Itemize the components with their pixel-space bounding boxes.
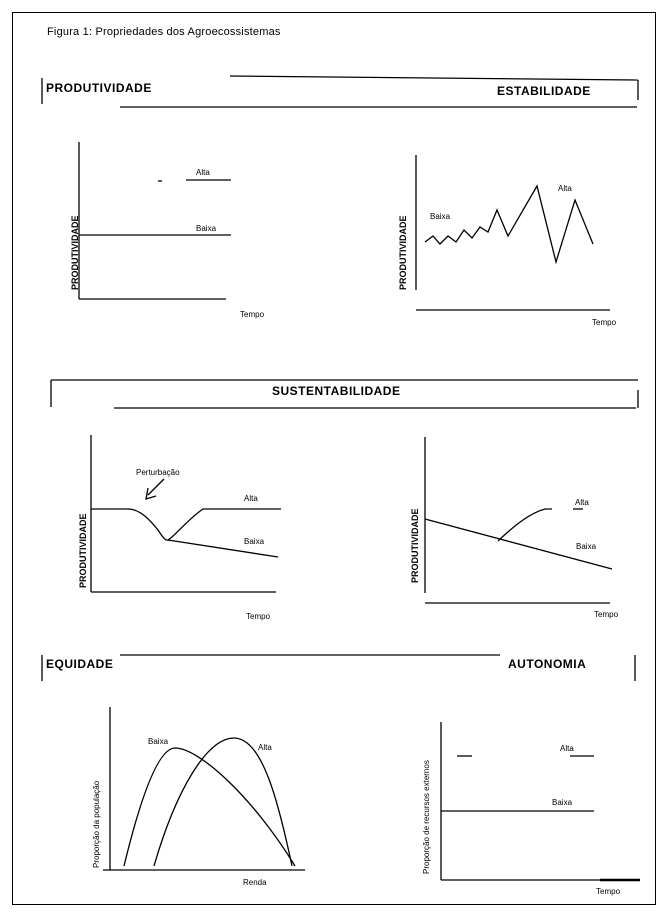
panel-sustentabilidade-perturbacao-graph xyxy=(90,435,281,593)
p3-alta-label: Alta xyxy=(244,494,258,503)
section-produtividade: PRODUTIVIDADE xyxy=(46,81,152,95)
p1-baixa-label: Baixa xyxy=(196,224,217,233)
p1-alta-label: Alta xyxy=(196,168,210,177)
p2-ylabel: PRODUTIVIDADE xyxy=(398,215,408,290)
p4-xlabel: Tempo xyxy=(594,610,619,619)
p2-baixa-label: Baixa xyxy=(430,212,451,221)
p6-baixa-label: Baixa xyxy=(552,798,573,807)
p4-baixa-label: Baixa xyxy=(576,542,597,551)
section-sustentabilidade: SUSTENTABILIDADE xyxy=(272,384,401,398)
section-autonomia: AUTONOMIA xyxy=(508,657,587,671)
p4-ylabel: PRODUTIVIDADE xyxy=(410,508,420,583)
p5-baixa-label: Baixa xyxy=(148,737,169,746)
panel-estabilidade-graph xyxy=(415,155,610,311)
p6-ylabel: Proporção de recursos externos xyxy=(422,760,431,874)
p1-xlabel: Tempo xyxy=(240,310,265,319)
p2-alta-label: Alta xyxy=(558,184,572,193)
p5-alta-label: Alta xyxy=(258,743,272,752)
p3-xlabel: Tempo xyxy=(246,612,271,621)
panel-autonomia-graph xyxy=(440,722,640,882)
p6-alta-label: Alta xyxy=(560,744,574,753)
section-estabilidade: ESTABILIDADE xyxy=(497,84,591,98)
p3-ylabel: PRODUTIVIDADE xyxy=(78,513,88,588)
p1-ylabel: PRODUTIVIDADE xyxy=(70,215,80,290)
p5-ylabel: Proporção da população xyxy=(92,780,101,868)
p6-xlabel: Tempo xyxy=(596,887,621,896)
p4-alta-label: Alta xyxy=(575,498,589,507)
panel-produtividade-graph xyxy=(78,142,231,300)
section-equidade: EQUIDADE xyxy=(46,657,114,671)
panel-equidade-graph xyxy=(103,707,305,871)
figure-frame xyxy=(12,12,656,905)
p5-xlabel: Renda xyxy=(243,878,267,887)
p3-baixa-label: Baixa xyxy=(244,537,265,546)
panel-sustentabilidade-declinio-graph xyxy=(424,437,613,604)
p2-xlabel: Tempo xyxy=(592,318,617,327)
p3-perturbacao-label: Perturbação xyxy=(136,468,180,477)
section-rules xyxy=(41,75,639,681)
figure-title: Figura 1: Propriedades dos Agroecossiste… xyxy=(47,26,281,38)
